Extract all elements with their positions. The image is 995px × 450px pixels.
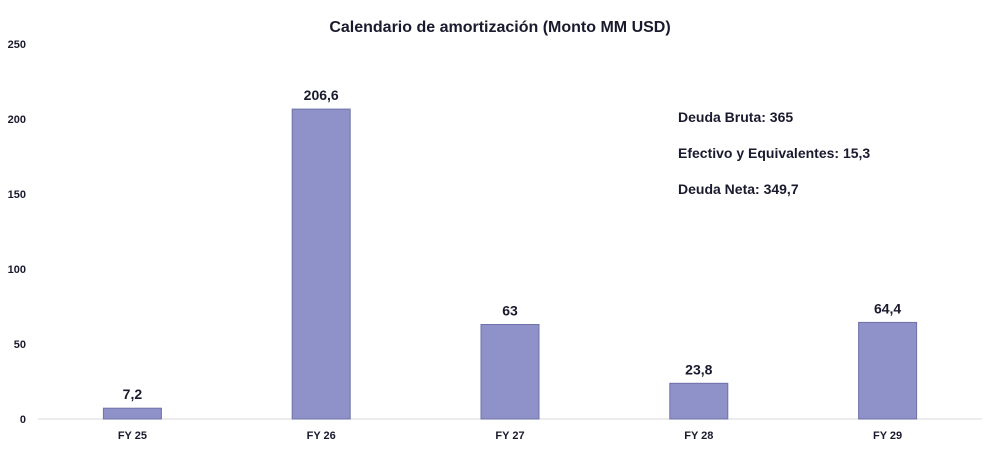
chart-title: Calendario de amortización (Monto MM USD… — [329, 19, 670, 36]
y-tick-label: 200 — [8, 114, 26, 126]
annotations: Deuda Bruta: 365 Efectivo y Equivalentes… — [678, 109, 870, 197]
bar-value-label: 7,2 — [123, 386, 143, 402]
annotation-deuda-neta: Deuda Neta: 349,7 — [678, 181, 799, 197]
bar — [102, 407, 162, 420]
bar-value-label: 23,8 — [685, 361, 712, 377]
y-tick-label: 50 — [14, 339, 26, 351]
y-tick-label: 150 — [8, 189, 26, 201]
annotation-deuda-bruta: Deuda Bruta: 365 — [678, 109, 793, 125]
y-tick-label: 0 — [20, 414, 26, 426]
bar-labels: 7,2 206,6 63 23,8 64,4 — [123, 87, 902, 402]
bar — [291, 108, 351, 420]
bar — [480, 324, 540, 420]
x-tick-label: FY 28 — [684, 430, 713, 442]
y-tick-label: 100 — [8, 264, 26, 276]
y-tick-label: 250 — [8, 39, 26, 51]
bar — [858, 321, 918, 420]
bar-value-label: 206,6 — [304, 87, 339, 103]
x-tick-label: FY 25 — [118, 430, 147, 442]
x-tick-label: FY 26 — [307, 430, 336, 442]
x-axis: FY 25 FY 26 FY 27 FY 28 FY 29 — [118, 430, 902, 442]
bars — [102, 108, 918, 420]
y-axis: 0 50 100 150 200 250 — [8, 39, 26, 426]
x-tick-label: FY 27 — [495, 430, 524, 442]
x-tick-label: FY 29 — [873, 430, 902, 442]
bar-value-label: 63 — [502, 303, 518, 319]
annotation-efectivo: Efectivo y Equivalentes: 15,3 — [678, 145, 870, 161]
bar — [669, 382, 729, 420]
bar-value-label: 64,4 — [874, 300, 901, 316]
